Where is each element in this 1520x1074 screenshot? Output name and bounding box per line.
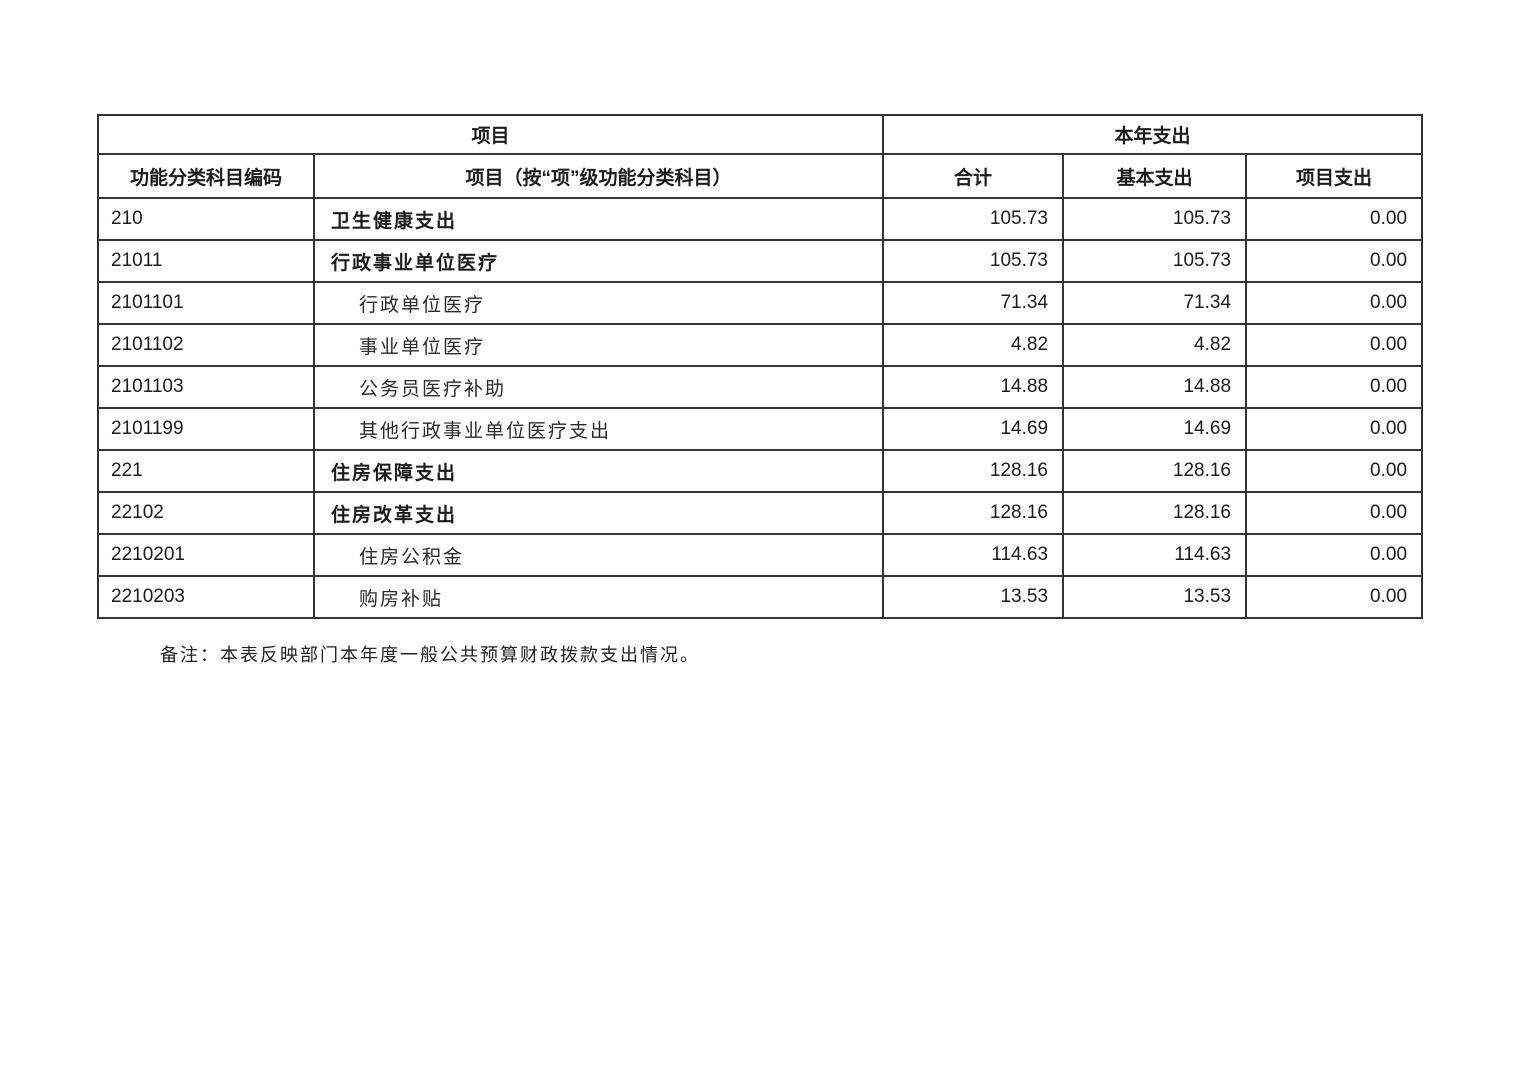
item-name-cell: 卫生健康支出 [312,197,885,241]
item-name-cell: 行政单位医疗 [312,281,885,325]
table-row: 210 卫生健康支出 105.73 105.73 0.00 [97,197,1424,241]
table-row: 2210201 住房公积金 114.63 114.63 0.00 [97,533,1424,577]
project-expenditure-cell: 0.00 [1245,449,1424,493]
header-group-current-year-expenditure: 本年支出 [882,114,1424,155]
total-value-cell: 4.82 [882,323,1065,367]
project-expenditure-cell: 0.00 [1245,281,1424,325]
function-code-cell: 221 [97,449,315,493]
function-code-cell: 2210201 [97,533,315,577]
function-code-cell: 21011 [97,239,315,283]
basic-expenditure-cell: 14.69 [1062,407,1248,451]
function-code-cell: 22102 [97,491,315,535]
header-group-project: 项目 [96,114,885,155]
project-expenditure-cell: 0.00 [1245,407,1424,451]
function-code-cell: 2101103 [97,365,315,409]
table-row: 2101103 公务员医疗补助 14.88 14.88 0.00 [97,365,1424,409]
item-name-cell: 住房改革支出 [312,491,885,535]
col-header-total: 合计 [882,153,1065,199]
item-name-cell: 购房补贴 [312,575,885,619]
function-code-cell: 2101199 [97,407,315,451]
table-row: 2210203 购房补贴 13.53 13.53 0.00 [97,575,1424,619]
project-expenditure-cell: 0.00 [1245,491,1424,535]
basic-expenditure-cell: 114.63 [1062,533,1248,577]
table-row: 2101199 其他行政事业单位医疗支出 14.69 14.69 0.00 [97,407,1424,451]
total-value-cell: 71.34 [882,281,1065,325]
table-row: 22102 住房改革支出 128.16 128.16 0.00 [97,491,1424,535]
total-value-cell: 128.16 [882,491,1065,535]
basic-expenditure-cell: 128.16 [1062,491,1248,535]
basic-expenditure-cell: 4.82 [1062,323,1248,367]
item-name-cell: 公务员医疗补助 [312,365,885,409]
table-row: 21011 行政事业单位医疗 105.73 105.73 0.00 [97,239,1424,283]
budget-expenditure-table: 项目 本年支出 功能分类科目编码 项目（按“项”级功能分类科目） 合计 基本支出… [96,114,1424,619]
item-name-cell: 行政事业单位医疗 [312,239,885,283]
table-group-header-row: 项目 本年支出 [96,114,1424,155]
project-expenditure-cell: 0.00 [1245,197,1424,241]
item-name-cell: 住房公积金 [312,533,885,577]
basic-expenditure-cell: 13.53 [1062,575,1248,619]
item-name-cell: 住房保障支出 [312,449,885,493]
item-name-cell: 其他行政事业单位医疗支出 [312,407,885,451]
table-row: 2101101 行政单位医疗 71.34 71.34 0.00 [97,281,1424,325]
basic-expenditure-cell: 14.88 [1062,365,1248,409]
footnote: 备注：本表反映部门本年度一般公共预算财政拨款支出情况。 [160,645,700,665]
table-row: 2101102 事业单位医疗 4.82 4.82 0.00 [97,323,1424,367]
function-code-cell: 2210203 [97,575,315,619]
basic-expenditure-cell: 128.16 [1062,449,1248,493]
col-header-project-expenditure: 项目支出 [1245,153,1424,199]
function-code-cell: 210 [97,197,315,241]
table-column-header-row: 功能分类科目编码 项目（按“项”级功能分类科目） 合计 基本支出 项目支出 [97,153,1424,199]
project-expenditure-cell: 0.00 [1245,239,1424,283]
basic-expenditure-cell: 71.34 [1062,281,1248,325]
function-code-cell: 2101102 [97,323,315,367]
project-expenditure-cell: 0.00 [1245,575,1424,619]
project-expenditure-cell: 0.00 [1245,365,1424,409]
basic-expenditure-cell: 105.73 [1062,197,1248,241]
total-value-cell: 14.88 [882,365,1065,409]
project-expenditure-cell: 0.00 [1245,323,1424,367]
project-expenditure-cell: 0.00 [1245,533,1424,577]
total-value-cell: 105.73 [882,197,1065,241]
col-header-function-code: 功能分类科目编码 [97,153,315,199]
total-value-cell: 128.16 [882,449,1065,493]
total-value-cell: 14.69 [882,407,1065,451]
function-code-cell: 2101101 [97,281,315,325]
basic-expenditure-cell: 105.73 [1062,239,1248,283]
total-value-cell: 13.53 [882,575,1065,619]
col-header-basic-expenditure: 基本支出 [1062,153,1248,199]
total-value-cell: 114.63 [882,533,1065,577]
item-name-cell: 事业单位医疗 [312,323,885,367]
table-row: 221 住房保障支出 128.16 128.16 0.00 [97,449,1424,493]
col-header-item-name: 项目（按“项”级功能分类科目） [312,153,885,199]
total-value-cell: 105.73 [882,239,1065,283]
